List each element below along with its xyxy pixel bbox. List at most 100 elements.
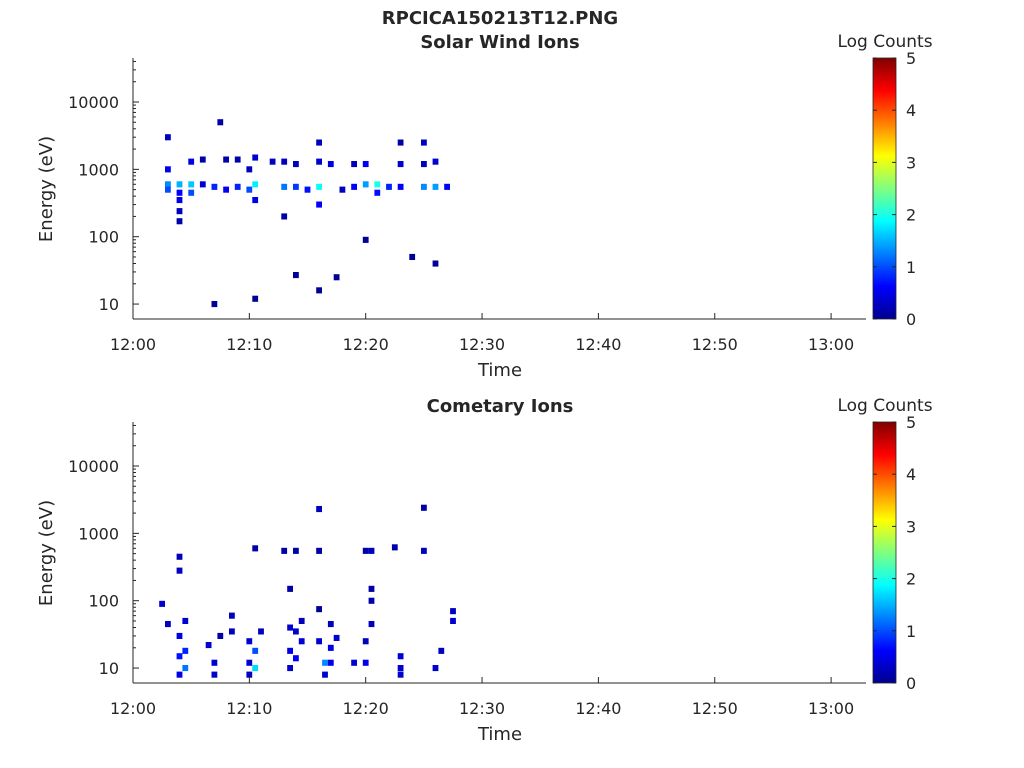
x-tick-label: 12:30 [459, 335, 505, 354]
heatmap-cell [397, 183, 404, 190]
heatmap-cell [293, 161, 299, 168]
colorbar-tick-label: 4 [906, 101, 916, 120]
heatmap-cell [188, 189, 195, 196]
heatmap-cell [211, 659, 218, 666]
heatmap-cell [281, 547, 288, 554]
axis-ticks: 12:00 12:10 12:20 12:30 12:40 12:50 13:00 10 100… [68, 60, 854, 354]
y-tick-label: 1000 [78, 160, 119, 179]
heatmap-cell [188, 158, 195, 165]
heatmap-cell [339, 186, 346, 193]
colorbar-tick-label: 5 [906, 49, 916, 68]
plot-area [133, 422, 866, 683]
heatmap-cell [165, 181, 171, 188]
heatmap-cell [368, 547, 375, 554]
heatmap-cell [252, 545, 259, 552]
heatmap-cell [293, 547, 299, 554]
heatmap-cell [293, 183, 299, 190]
heatmap-cell [199, 181, 206, 188]
x-tick-label: 12:50 [692, 335, 738, 354]
x-tick-label: 12:10 [226, 335, 272, 354]
heatmap-cell [421, 183, 427, 190]
heatmap-cell [327, 659, 334, 666]
heatmap-cell [252, 197, 259, 204]
heatmap-cell [421, 161, 427, 168]
panel-solar-wind: Solar Wind Ions 12:00 12:10 12:20 12:30 12:4… [36, 32, 933, 381]
heatmap-cell [246, 166, 253, 173]
heatmap-cell [217, 119, 224, 126]
heatmap-cell [176, 553, 183, 560]
heatmap-cell [368, 597, 375, 604]
heatmap-cell [432, 158, 439, 165]
heatmap-cell [316, 638, 322, 645]
heatmap-cell [246, 186, 253, 193]
heatmap-cell [432, 260, 439, 267]
heatmap-cell [165, 166, 171, 173]
heatmap-cell [450, 608, 456, 615]
heatmap-cell [217, 632, 224, 639]
heatmap-cell [176, 218, 183, 225]
x-tick-label: 12:40 [575, 699, 621, 718]
heatmap-cell [432, 183, 439, 190]
heatmap-cell [316, 287, 322, 294]
heatmap-cell [211, 671, 218, 678]
heatmap-cell [176, 181, 183, 188]
heatmap-cell [234, 156, 241, 163]
heatmap-cell [287, 665, 293, 672]
heatmap-cell [327, 621, 334, 628]
x-tick-label: 12:10 [226, 699, 272, 718]
colorbar-tick-label: 5 [906, 413, 916, 432]
y-tick-label: 1000 [78, 524, 119, 543]
x-tick-label: 12:30 [459, 699, 505, 718]
heatmap-cell [351, 659, 357, 666]
heatmap-cell [199, 156, 206, 163]
heatmap-cell [229, 612, 235, 619]
heatmap-cell [316, 183, 322, 190]
heatmap-cell [362, 236, 369, 243]
heatmap-cell [176, 671, 183, 678]
heatmap-cell [176, 197, 183, 204]
heatmap-cell [182, 647, 189, 654]
heatmap-cell [362, 638, 369, 645]
x-tick-label: 12:50 [692, 699, 738, 718]
heatmap-cell [386, 183, 392, 190]
heatmap-cell [269, 158, 276, 165]
heatmap-cell [293, 628, 299, 635]
colorbar [872, 421, 897, 684]
heatmap-cell [397, 653, 404, 660]
colorbar-tick-label: 1 [906, 622, 916, 641]
heatmap-cell [246, 671, 253, 678]
heatmap-cell [246, 659, 253, 666]
heatmap-cell [298, 638, 305, 645]
panel-title: Cometary Ions [427, 396, 574, 417]
heatmap-cell [397, 139, 404, 146]
heatmap-cell [327, 644, 334, 651]
x-tick-label: 12:20 [343, 699, 389, 718]
heatmap-cell [159, 600, 165, 607]
heatmap-cell [397, 665, 404, 672]
x-tick-label: 13:00 [808, 335, 854, 354]
heatmap-cell [252, 665, 259, 672]
heatmap-cell [188, 181, 195, 188]
heatmap-cell [397, 161, 404, 168]
heatmap-cells [159, 504, 456, 678]
colorbar-tick-label: 2 [906, 206, 916, 225]
heatmap-cell [368, 621, 375, 628]
plot-area [133, 58, 866, 319]
heatmap-cell [182, 665, 189, 672]
heatmap-cell [333, 274, 340, 281]
y-tick-label: 100 [88, 228, 119, 247]
heatmap-cell [391, 544, 398, 551]
heatmap-cell [258, 628, 264, 635]
heatmap-cell [322, 671, 328, 678]
heatmap-cell [362, 547, 369, 554]
heatmap-cell [450, 617, 456, 624]
x-axis-label: Time [477, 724, 522, 745]
heatmap-cell [176, 632, 183, 639]
heatmap-cell [252, 295, 259, 302]
colorbar-tick-label: 2 [906, 570, 916, 589]
x-tick-label: 13:00 [808, 699, 854, 718]
heatmap-cell [316, 158, 322, 165]
heatmap-cell [252, 181, 259, 188]
y-tick-label: 100 [88, 592, 119, 611]
